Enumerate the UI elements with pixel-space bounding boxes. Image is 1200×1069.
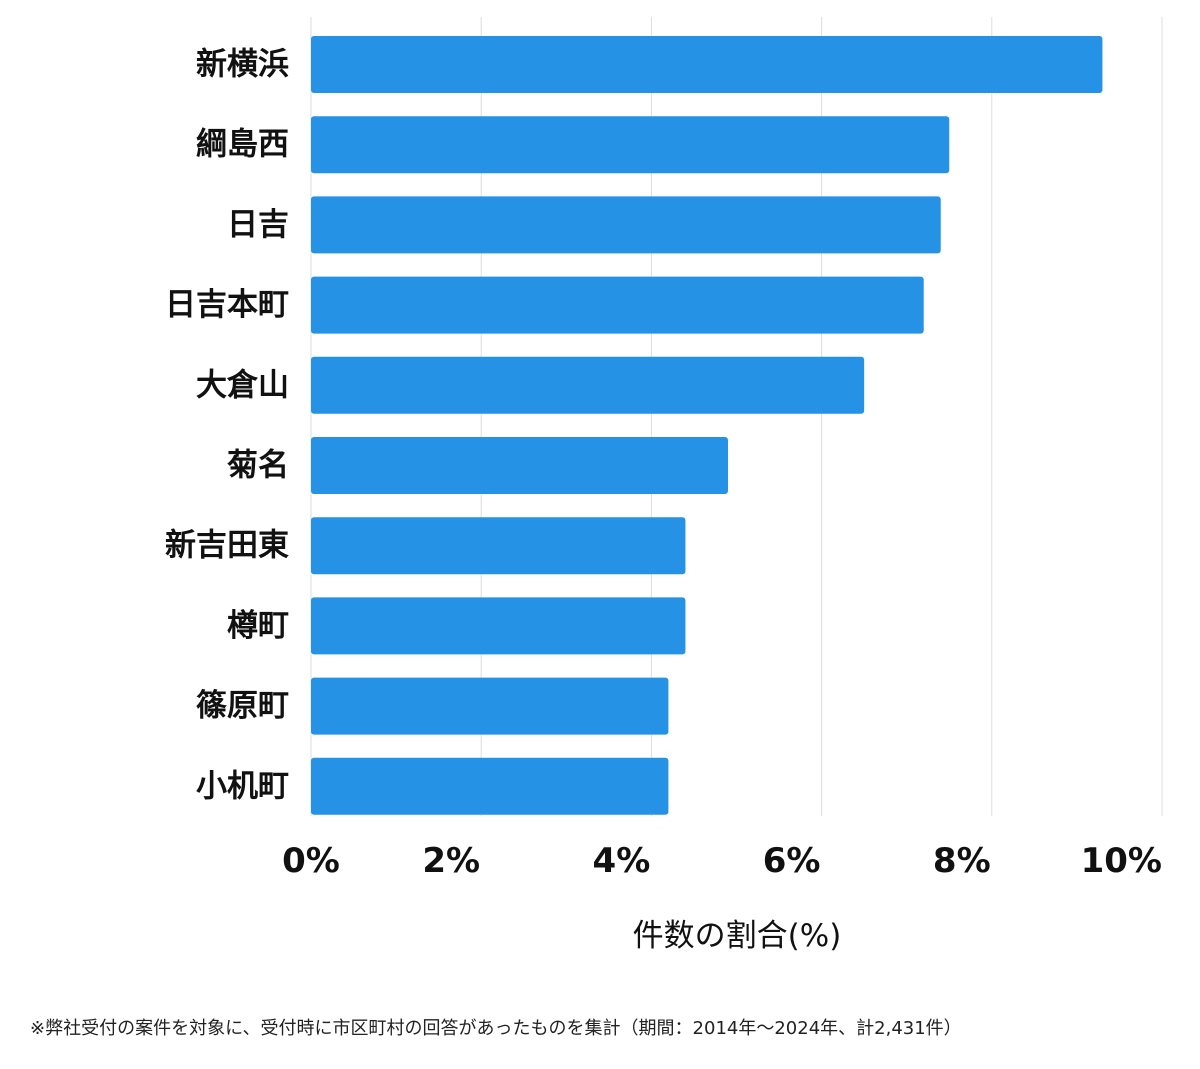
category-label-4: 大倉山 — [196, 367, 289, 403]
category-label-9: 小机町 — [196, 768, 289, 804]
x-tick-label-2: 4% — [593, 841, 651, 881]
bar-6 — [311, 517, 686, 575]
category-label-0: 新横浜 — [196, 47, 289, 83]
footnote: ※弊社受付の案件を対象に、受付時に市区町村の回答があったものを集計（期間：201… — [30, 1018, 962, 1039]
category-label-5: 菊名 — [227, 448, 289, 484]
bar-4 — [311, 356, 865, 414]
category-label-2: 日吉 — [227, 207, 289, 243]
bar-3 — [311, 276, 924, 334]
bar-8 — [311, 677, 669, 735]
x-tick-label-0: 0% — [282, 841, 340, 881]
bar-2 — [311, 196, 941, 254]
category-label-6: 新吉田東 — [165, 528, 289, 564]
x-tick-label-3: 6% — [763, 841, 821, 881]
bar-9 — [311, 757, 669, 815]
category-label-8: 篠原町 — [196, 688, 289, 724]
x-axis-title: 件数の割合(%) — [633, 918, 842, 954]
bar-7 — [311, 597, 686, 655]
category-label-1: 綱島西 — [196, 127, 289, 163]
bar-0 — [311, 36, 1103, 93]
category-label-3: 日吉本町 — [165, 287, 289, 323]
category-label-7: 樽町 — [227, 608, 289, 644]
x-tick-label-1: 2% — [422, 841, 480, 881]
bar-1 — [311, 116, 950, 174]
x-tick-label-4: 8% — [933, 841, 991, 881]
x-tick-label-5: 10% — [1081, 841, 1162, 881]
bar-5 — [311, 437, 728, 494]
